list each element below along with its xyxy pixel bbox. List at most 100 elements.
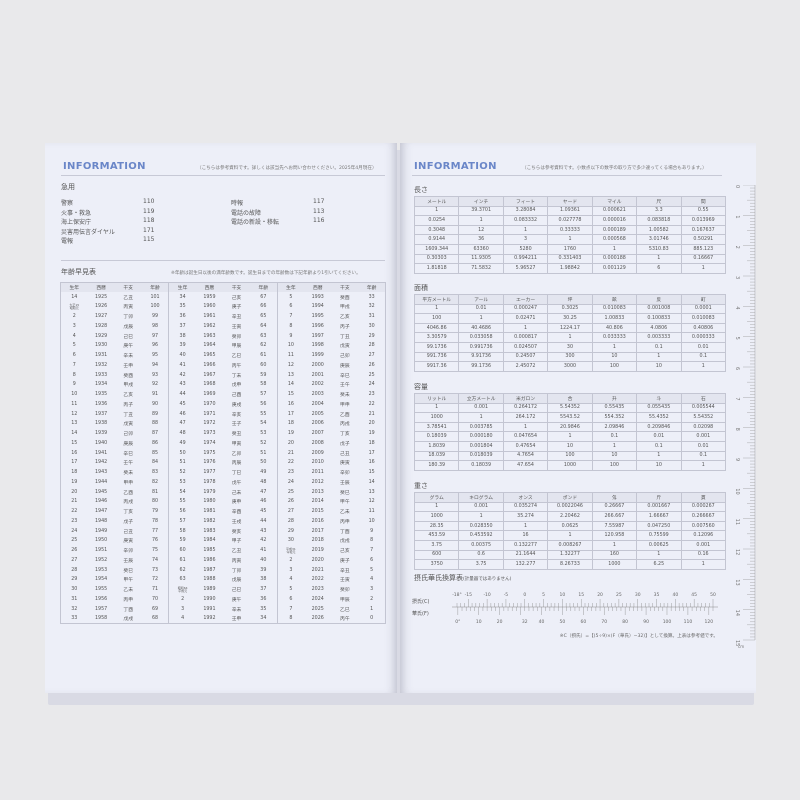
unit-header-cell: グラム [413,492,460,503]
age-cell: 1963 [203,333,216,339]
age-cell: 1996 [311,323,324,329]
age-row: 17 1942 壬午 84 51 1976 丙辰 50 22 2010 庚寅 16 [61,458,386,468]
unit-cell: 99.1736 [458,361,504,372]
age-cell: 44 [260,518,267,524]
unit-cell: 3.01746 [636,234,682,245]
age-cell: 54 [168,487,196,497]
unit-cell: 1 [680,361,727,372]
unit-cell: 3.3 [636,205,682,217]
age-row: 24 1949 己丑 77 58 1983 癸亥 43 29 2017 丁酉 9 [61,526,386,536]
age-cell: 12 [368,499,375,505]
fahrenheit-tick-label: 10 [476,619,482,625]
age-cell: 43 [260,528,267,534]
unit-cell: 0.007560 [680,520,727,532]
unit-row: 1.81818 71.5832 5.96527 1.98842 0.001129 6 1 [413,263,727,274]
age-cell: 庚辰 [340,363,350,369]
age-cell: 甲戌 [340,305,350,311]
age-cell: 37 [168,321,196,332]
unit-cell: 0.000267 [680,501,727,513]
unit-cell: 1 [591,539,638,551]
unit-cell: 5.54352 [680,412,727,423]
age-cell: 1951 [95,548,108,554]
age-cell: 71 [151,587,159,593]
unit-header-cell: 合 [547,393,593,404]
age-cell: 1946 [95,499,108,505]
temperature-scale: 摂氏(C) 華氏(F) -18° -15 -10 -5 0 5 10 15 20 25 30 35 40 45… [412,592,718,639]
emergency-label: 電報 [61,238,74,246]
age-cell: 丙午 [231,363,242,369]
unit-cell: 10 [636,361,682,372]
unit-cell: 0.0022046 [547,501,593,513]
age-cell: 1944 [95,479,108,485]
age-cell: 丙辰 [231,461,242,467]
age-cell: 2000 [311,362,324,368]
age-cell: 0 [370,616,374,622]
age-cell: 丙寅 [231,558,242,564]
age-cell: 戊申 [231,383,242,389]
unit-cell: 1 [458,511,504,522]
age-cell: 69 [151,606,159,612]
age-cell: 甲申 [340,402,350,408]
age-cell: 42 [260,538,267,544]
unit-header-cell: インチ [458,196,504,207]
age-cell: 88 [151,421,159,427]
fahrenheit-tick-label: 120 [705,619,714,625]
age-cell: 38 [168,331,196,341]
age-cell: 9 [276,331,305,341]
unit-cell: 0.001 [680,431,727,442]
unit-cell: 21.1644 [502,549,549,561]
age-cell: 昭和64 平成元 [168,584,196,595]
unit-header-cell: 立方メートル [458,393,504,404]
age-cell: 戊寅 [340,344,350,350]
unit-cell: 1.81818 [413,263,460,274]
unit-cell: 0.01 [680,440,727,452]
age-cell: 70 [151,596,159,602]
age-table: 生年 西暦 干支 年齢 生年 西暦 干支 年齢 生年 西暦 干支 年齢 14 1925 乙丑 101 34 195… [60,282,386,625]
age-cell: 2002 [311,382,324,388]
unit-cell: 0.33333 [547,224,593,236]
unit-cell: 1 [502,224,549,236]
unit-cell: 0.264172 [502,402,549,414]
age-cell: 30 [71,587,78,593]
age-row: 26 1951 辛卯 75 60 1985 乙丑 41 平成31 令和元 2019 己亥 7 [61,545,386,556]
age-cell: 62 [260,343,267,349]
age-cell: 4 [72,333,76,339]
age-cell: 1945 [95,489,108,495]
unit-cell: 0.01 [636,431,682,442]
unit-cell: 0.001 [680,539,727,551]
age-cell: 1960 [203,304,216,310]
age-cell: 2 [72,314,76,320]
unit-cell: 3.30579 [413,332,460,343]
age-cell: 大正15 昭和元 [69,302,80,310]
age-cell: 58 [168,526,196,536]
age-cell: 1977 [203,470,216,476]
age-cell: 1936 [95,401,108,407]
unit-row: 0.18039 0.000180 0.047654 1 0.1 0.01 0.001 [413,431,727,442]
age-row: 10 1935 乙亥 91 44 1969 己酉 57 15 2003 癸未 23 [61,389,386,400]
unit-cell: 3750 [413,559,460,570]
age-cell: 54 [260,421,267,427]
age-cell: 癸卯 [340,588,350,594]
unit-cell: 0.40806 [680,322,727,334]
age-cell: 1968 [203,382,216,388]
fahrenheit-tick-label: 110 [684,619,693,625]
right-note: （こちらは参考資料です。小数点以下の数字の取り方で多少違ってくる場合もあります。… [522,166,707,171]
age-row: 25 1950 庚寅 76 59 1984 甲子 42 30 2018 戊戌 8 [61,536,386,546]
unit-row: 0.30303 11.9305 0.994211 0.331403 0.000188 1 0… [413,253,727,265]
age-cell: 14 [276,380,305,390]
fahrenheit-tick-label: 70 [601,619,607,625]
age-cell: 53 [168,477,196,488]
unit-cell: 0.001008 [636,303,682,315]
age-cell: 丙戌 [123,500,133,506]
age-row: 7 1932 壬申 94 41 1966 丙午 60 12 2000 庚辰 26 [61,360,386,371]
age-cell: 26 [368,362,375,368]
age-cell: 庚子 [340,558,350,564]
age-cell: 31 [368,314,375,320]
temp-title: 摂氏華氏換算表(計量器ではありません) [414,573,511,583]
age-cell: 丙戌 [340,422,350,428]
unit-header-row: メートル インチ フィート ヤード マイル尺間 [413,196,727,207]
age-cell: 23 [276,467,305,478]
age-row: 12 1937 丁丑 89 46 1971 辛亥 55 17 2005 乙酉 21 [61,409,386,419]
unit-header-cell: 町 [680,294,727,305]
age-cell: 庚戌 [231,402,242,408]
